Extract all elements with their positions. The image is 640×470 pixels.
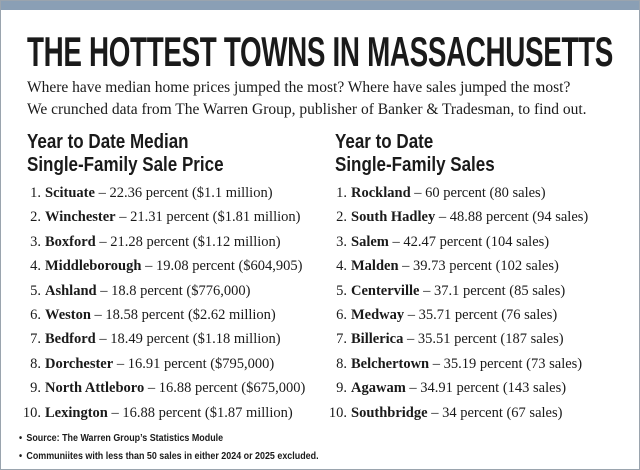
detail: – 39.73 percent (102 sales) [402,258,559,275]
rank: 2. [336,209,347,226]
detail: – 18.58 percent ($2.62 million) [94,307,276,323]
town: Lexington [45,404,108,421]
town: Dorchester [45,355,114,372]
list-item: 1. Rockland – 60 percent (80 sales) [325,185,546,202]
list-item: 1. Scituate – 22.36 percent ($1.1 million… [19,185,273,202]
detail: – 35.71 percent (76 sales) [407,307,558,323]
town: Rockland [351,185,411,201]
town: Middleborough [45,258,142,275]
list-item: 10. Lexington – 16.88 percent ($1.87 mill… [19,405,293,422]
detail: – 16.88 percent ($675,000) [147,380,306,397]
list-item: 7. Billerica – 35.51 percent (187 sales) [325,331,564,348]
detail: – 18.49 percent ($1.18 million) [99,331,281,348]
detail: – 60 percent (80 sales) [414,185,546,201]
list-item: 8. Dorchester – 16.91 percent ($795,000) [19,356,274,373]
list-item: 3. Salem – 42.47 percent (104 sales) [325,234,549,251]
rank: 2. [30,209,41,226]
detail: – 42.47 percent (104 sales) [392,233,550,250]
list-item: 2. South Hadley – 48.88 percent (94 sales… [325,209,588,226]
town: Belchertown [351,355,430,372]
town: Salem [351,233,389,250]
detail: – 21.28 percent ($1.12 million) [99,233,281,250]
footnote: Communiites with less than 50 sales in e… [19,451,318,462]
rank: 8. [30,355,41,372]
town: South Hadley [351,209,436,226]
rank: 10. [22,404,41,421]
detail: – 34.91 percent (143 sales) [409,380,567,397]
list-item: 6. Medway – 35.71 percent (76 sales) [325,307,557,324]
list-item: 9. North Attleboro – 16.88 percent ($675,… [19,380,305,397]
rank: 1. [30,185,41,201]
column-heading: Single-Family Sales [335,154,495,176]
town: Agawam [351,380,406,397]
town: Boxford [45,233,96,250]
rank: 3. [336,233,347,250]
rank: 9. [336,380,347,397]
list-item: 2. Winchester – 21.31 percent ($1.81 mill… [19,209,300,226]
town: Medway [351,307,405,323]
rank: 4. [30,258,41,275]
list-item: 7. Bedford – 18.49 percent ($1.18 million… [19,331,281,348]
town: North Attleboro [45,380,145,397]
detail: – 48.88 percent (94 sales) [438,209,589,226]
detail: – 21.31 percent ($1.81 million) [119,209,301,226]
detail: – 16.91 percent ($795,000) [116,355,275,372]
list-item: 4. Middleborough – 19.08 percent ($604,90… [19,258,303,275]
column-heading: Single-Family Sale Price [27,154,224,176]
list-item: 5. Ashland – 18.8 percent ($776,000) [19,283,250,300]
subtitle: We crunched data from The Warren Group, … [27,101,587,118]
rank: 4. [336,258,347,275]
list-item: 9. Agawam – 34.91 percent (143 sales) [325,380,566,397]
footnote: Source: The Warren Group’s Statistics Mo… [19,433,223,444]
column-heading: Year to Date Median [27,131,189,153]
rank: 3. [30,233,41,250]
subtitle: Where have median home prices jumped the… [27,79,571,96]
detail: – 18.8 percent ($776,000) [100,282,251,299]
list-item: 5. Centerville – 37.1 percent (85 sales) [325,283,565,300]
detail: – 16.88 percent ($1.87 million) [111,404,293,421]
rank: 10. [328,404,347,421]
town: Billerica [351,331,404,348]
rank: 9. [30,380,41,397]
list-item: 3. Boxford – 21.28 percent ($1.12 million… [19,233,281,251]
town: Malden [351,258,399,275]
title: THE HOTTEST TOWNS IN MASSACHUSETTS [27,28,613,75]
detail: – 35.51 percent (187 sales) [406,331,564,348]
list-item: 10. Southbridge – 34 percent (67 sales) [325,404,563,422]
rank: 7. [30,331,41,348]
town: Bedford [45,331,96,348]
town: Scituate [45,185,95,201]
list-item: 8. Belchertown – 35.19 percent (73 sales) [325,356,582,373]
list-item: 6. Weston – 18.58 percent ($2.62 million) [19,307,276,324]
rank: 7. [336,331,347,348]
rank: 1. [336,185,347,201]
detail: – 35.19 percent (73 sales) [432,355,583,372]
rank: 5. [30,282,41,299]
town: Southbridge [351,404,428,421]
rank: 6. [30,307,41,323]
town: Centerville [351,282,420,299]
detail: – 19.08 percent ($604,905) [145,258,303,275]
rank: 6. [336,307,347,323]
detail: – 34 percent (67 sales) [431,404,563,421]
town: Ashland [45,282,97,299]
town: Winchester [45,209,116,226]
column-heading: Year to Date [335,131,434,153]
town: Weston [45,307,91,323]
list-item: 4. Malden – 39.73 percent (102 sales) [325,258,559,275]
rank: 8. [336,355,347,372]
top-bar [1,1,639,10]
rank: 5. [336,282,347,299]
detail: – 37.1 percent (85 sales) [423,282,566,299]
detail: – 22.36 percent ($1.1 million) [98,185,273,201]
